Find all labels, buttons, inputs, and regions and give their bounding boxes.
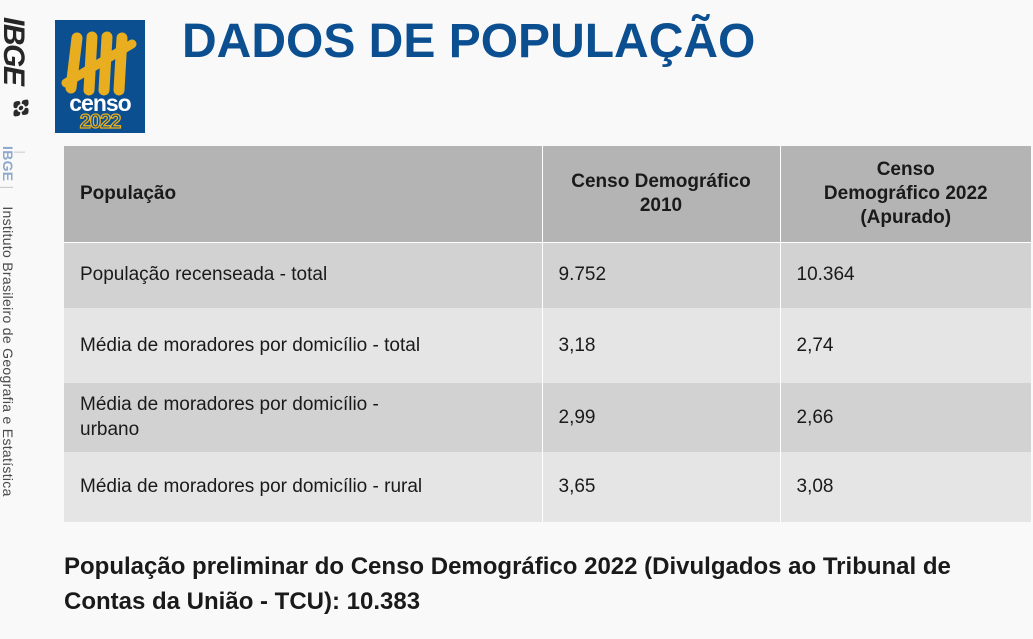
svg-text:IBGE: IBGE bbox=[0, 17, 30, 87]
svg-text:2022: 2022 bbox=[80, 111, 121, 133]
